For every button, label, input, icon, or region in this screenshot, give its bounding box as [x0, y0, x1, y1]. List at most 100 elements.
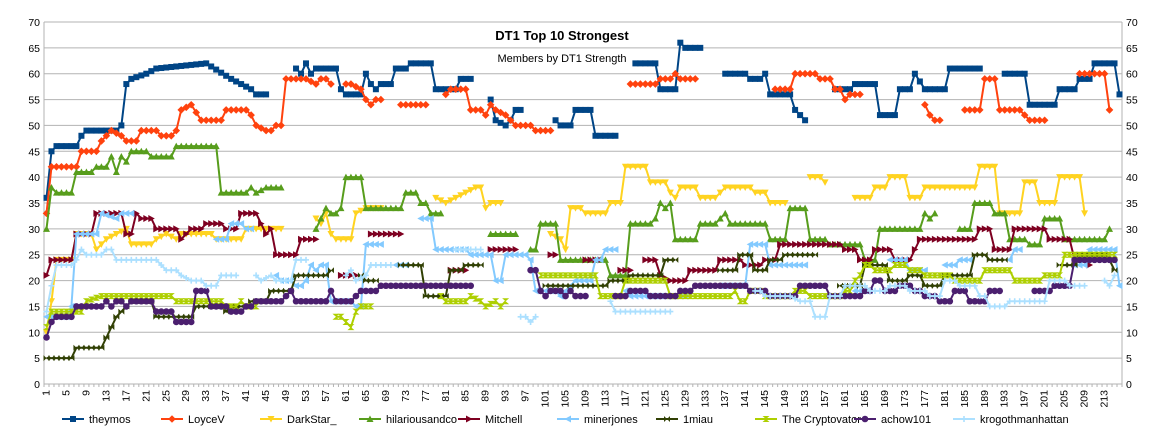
data-point	[1061, 251, 1069, 258]
data-point	[1111, 267, 1118, 274]
data-point	[43, 271, 50, 279]
data-point	[956, 225, 964, 232]
data-point	[941, 235, 949, 243]
data-point	[477, 251, 484, 259]
data-point	[961, 235, 969, 243]
data-point	[661, 179, 669, 186]
data-point	[67, 189, 75, 196]
data-point	[782, 240, 789, 248]
data-point	[52, 163, 61, 171]
data-point	[237, 106, 245, 114]
data-point	[557, 122, 564, 129]
data-point	[871, 81, 878, 88]
data-point	[497, 246, 505, 254]
data-point	[1106, 60, 1113, 67]
data-point	[806, 69, 814, 78]
data-point	[467, 262, 474, 269]
data-point	[48, 282, 55, 289]
data-point	[966, 277, 974, 284]
data-point	[975, 106, 984, 114]
data-point	[656, 199, 664, 206]
data-point	[118, 122, 125, 129]
data-point	[1031, 277, 1039, 284]
y-tick-label-right: 30	[1126, 224, 1138, 236]
data-point	[986, 225, 994, 233]
data-point	[787, 240, 794, 248]
data-point	[43, 194, 50, 201]
data-point	[222, 235, 230, 243]
data-point	[946, 261, 953, 269]
legend-item: krogothmanhattan	[953, 414, 1069, 426]
data-point	[631, 220, 639, 227]
data-point	[1046, 200, 1054, 207]
data-point	[916, 78, 923, 85]
data-point	[147, 152, 155, 160]
data-point	[737, 70, 744, 77]
x-tick-label: 209	[1079, 390, 1091, 408]
data-point	[183, 230, 190, 238]
data-point	[327, 209, 335, 217]
data-point	[741, 282, 749, 290]
data-point	[697, 44, 704, 51]
data-point	[367, 204, 375, 212]
data-point	[78, 303, 85, 310]
data-point	[447, 298, 455, 305]
data-point	[970, 106, 979, 114]
data-point	[83, 344, 90, 351]
data-point	[487, 300, 495, 307]
legend-label: krogothmanhattan	[980, 414, 1069, 426]
data-point	[133, 74, 140, 81]
data-point	[861, 194, 869, 202]
data-point	[631, 163, 639, 171]
data-point	[527, 266, 534, 274]
data-point	[377, 81, 384, 88]
data-point	[901, 262, 909, 269]
data-point	[616, 271, 624, 279]
data-point	[1001, 70, 1008, 77]
data-point	[886, 287, 894, 295]
data-point	[487, 96, 494, 103]
data-point	[557, 272, 565, 279]
data-point	[636, 163, 644, 171]
data-point	[472, 295, 480, 302]
data-point	[1041, 101, 1048, 108]
data-point	[128, 297, 135, 305]
data-point	[1106, 246, 1113, 254]
data-point	[965, 106, 974, 114]
data-point	[642, 272, 649, 279]
x-tick-label: 13	[100, 390, 112, 402]
x-tick-label: 189	[979, 390, 991, 408]
data-point	[486, 100, 495, 109]
data-point	[1106, 225, 1114, 232]
data-point	[821, 293, 829, 300]
data-point	[796, 204, 804, 212]
data-point	[1106, 282, 1113, 289]
data-point	[48, 256, 55, 264]
data-point	[886, 225, 894, 232]
data-point	[936, 282, 943, 289]
data-point	[432, 246, 439, 254]
data-point	[906, 86, 913, 93]
data-point	[1116, 91, 1123, 98]
legend-swatch-marker	[861, 415, 869, 423]
data-point	[1095, 69, 1104, 78]
data-point	[1056, 174, 1064, 181]
data-point	[777, 240, 784, 248]
data-point	[871, 267, 879, 274]
data-point	[158, 313, 165, 320]
data-point	[966, 235, 974, 243]
data-point	[248, 209, 255, 217]
x-tick-label: 117	[619, 390, 631, 407]
data-point	[761, 189, 769, 197]
data-point	[108, 246, 115, 253]
data-point	[532, 266, 539, 274]
data-point	[1056, 282, 1063, 290]
data-point	[447, 197, 455, 204]
y-tick-label-right: 20	[1126, 276, 1138, 288]
data-point	[207, 116, 215, 125]
data-point	[183, 274, 190, 281]
legend-swatch-marker	[267, 416, 275, 423]
data-point	[322, 261, 329, 269]
data-point	[402, 282, 410, 290]
